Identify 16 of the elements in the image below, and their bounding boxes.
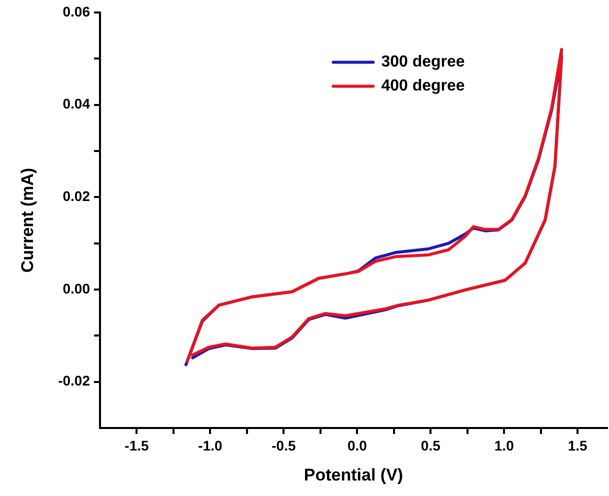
x-tick-label: 0.5 bbox=[420, 437, 441, 454]
y-tick-label: 0.06 bbox=[62, 3, 90, 20]
x-axis-title: Potential (V) bbox=[304, 465, 404, 484]
x-tick-label: -0.5 bbox=[272, 437, 296, 454]
y-tick-label: 0.04 bbox=[62, 96, 90, 112]
y-axis-title: Current (mA) bbox=[18, 168, 37, 273]
y-tick-label: -0.02 bbox=[58, 372, 90, 389]
legend-label: 300 degree bbox=[381, 54, 465, 71]
x-tick-label: 1.5 bbox=[568, 437, 588, 454]
y-tick-label: 0.02 bbox=[62, 188, 90, 204]
x-tick-label: 1.0 bbox=[494, 437, 514, 454]
x-tick-label: -1.0 bbox=[198, 437, 222, 454]
legend-label: 400 degree bbox=[381, 78, 465, 95]
x-tick-label: -1.5 bbox=[124, 437, 150, 454]
x-tick-label: 0.0 bbox=[347, 437, 368, 454]
y-tick-label: 0.00 bbox=[62, 280, 90, 296]
